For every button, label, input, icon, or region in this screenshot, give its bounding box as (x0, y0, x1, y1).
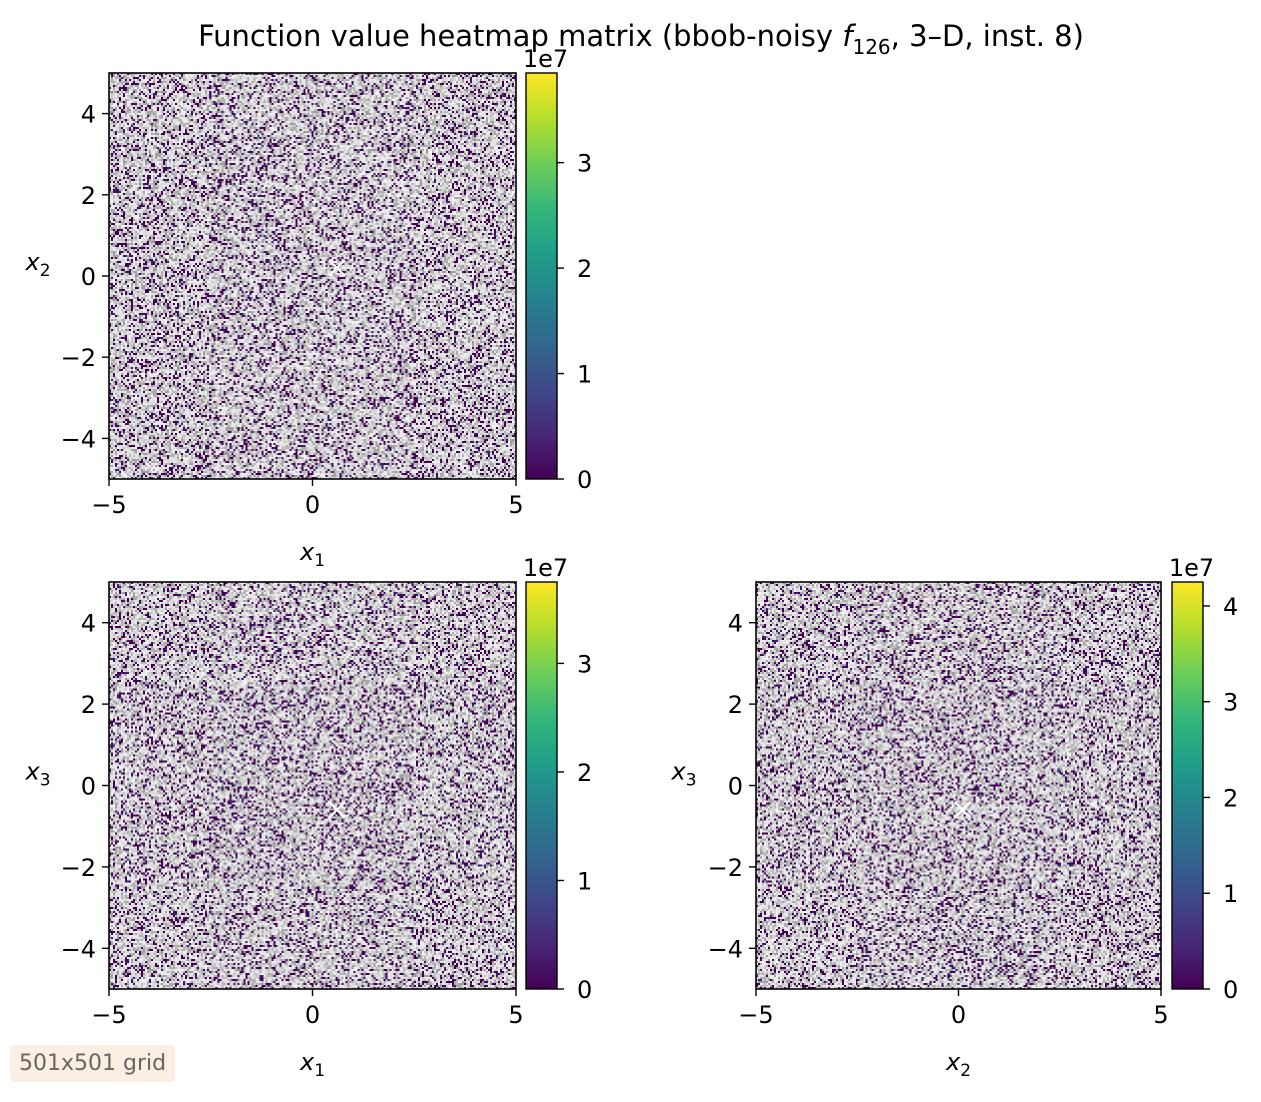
y-tick-label: 4 (81, 101, 96, 129)
optimum-marker (328, 259, 346, 277)
colorbar-tick-label: 0 (577, 466, 592, 494)
x-tick-label: 0 (951, 1001, 966, 1029)
y-tick-label: 0 (81, 773, 96, 801)
colorbar-multiplier: 1e7 (1169, 554, 1214, 582)
colorbar: 0 1 2 3 1e7 (523, 45, 592, 494)
x-tick-label: 5 (508, 1001, 523, 1029)
colorbar-gradient (1171, 581, 1204, 990)
heatmap-cells (109, 582, 516, 989)
colorbar-tick-label: 0 (577, 976, 592, 1004)
colorbar-tick-label: 1 (577, 361, 592, 389)
y-axis-label: x2 (24, 248, 50, 281)
colorbar-tick-label: 2 (1223, 784, 1238, 812)
y-axis-label: x3 (670, 758, 696, 791)
y-tick-label: 2 (81, 182, 96, 210)
y-tick-label: 2 (728, 691, 743, 719)
x-tick-label: 0 (305, 491, 320, 519)
y-axis-label: x3 (24, 758, 50, 791)
colorbar-gradient (525, 72, 558, 480)
colorbar: 0 1 2 3 4 1e7 (1169, 554, 1238, 1004)
x-axis-label: x2 (945, 1048, 971, 1081)
colorbar-gradient (525, 581, 558, 990)
colorbar-tick-label: 1 (577, 867, 592, 895)
y-tick-label: −4 (61, 935, 96, 963)
y-tick-label: 0 (81, 263, 96, 291)
colorbar-tick-label: 2 (577, 255, 592, 283)
colorbar-tick-label: 0 (1223, 976, 1238, 1004)
x-axis-label: x1 (299, 1048, 325, 1081)
x-tick-label: −5 (91, 491, 126, 519)
y-tick-label: −4 (708, 935, 743, 963)
figure-title: Function value heatmap matrix (bbob-nois… (198, 19, 1084, 59)
x-tick-label: −5 (738, 1001, 773, 1029)
colorbar-tick-label: 3 (1223, 689, 1238, 717)
heatmap-cells (756, 582, 1161, 989)
y-tick-label: −2 (708, 854, 743, 882)
heatmap-panel-x1-x3: −5 0 5 −4 −2 0 2 4 x1 x3 0 1 2 3 1e7 (24, 554, 592, 1081)
y-tick-label: 2 (81, 691, 96, 719)
heatmap-panel-x2-x3: −5 0 5 −4 −2 0 2 4 x2 x3 0 1 2 3 4 1e7 (670, 554, 1238, 1081)
x-axis-label: x1 (299, 538, 325, 571)
colorbar-tick-label: 1 (1223, 880, 1238, 908)
y-tick-label: 4 (728, 610, 743, 638)
x-tick-label: −5 (91, 1001, 126, 1029)
optimum-marker (328, 801, 346, 819)
x-tick-label: 5 (508, 491, 523, 519)
y-tick-label: −4 (61, 425, 96, 453)
colorbar-multiplier: 1e7 (523, 45, 568, 73)
y-tick-label: 4 (81, 610, 96, 638)
colorbar-tick-label: 3 (577, 650, 592, 678)
colorbar-tick-label: 2 (577, 759, 592, 787)
colorbar-multiplier: 1e7 (523, 554, 568, 582)
y-tick-label: 0 (728, 773, 743, 801)
colorbar: 0 1 2 3 1e7 (523, 554, 592, 1004)
y-tick-label: −2 (61, 854, 96, 882)
x-tick-label: 0 (305, 1001, 320, 1029)
colorbar-tick-label: 3 (577, 150, 592, 178)
heatmap-panel-x1-x2: −5 0 5 −4 −2 0 2 4 x1 x2 0 1 2 3 1e7 (24, 45, 592, 571)
colorbar-tick-label: 4 (1223, 593, 1238, 621)
x-tick-label: 5 (1153, 1001, 1168, 1029)
optimum-marker (953, 801, 972, 819)
grid-size-note: 501x501 grid (10, 1045, 176, 1082)
y-tick-label: −2 (61, 344, 96, 372)
heatmap-cells (109, 73, 516, 479)
